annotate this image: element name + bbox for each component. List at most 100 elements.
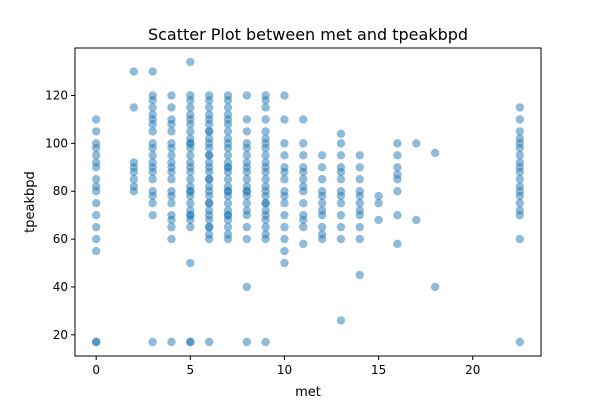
scatter-point [317, 206, 327, 215]
scatter-point [299, 151, 308, 160]
scatter-point [280, 258, 289, 268]
scatter-point [204, 103, 214, 112]
scatter-point [223, 134, 233, 143]
y-axis: 20 40 60 80 100 120 [45, 89, 75, 342]
y-tick-label: 60 [53, 232, 68, 246]
scatter-point [261, 103, 270, 112]
scatter-point [336, 199, 346, 208]
scatter-point [280, 175, 289, 184]
y-tick-label: 20 [53, 328, 68, 342]
scatter-point [223, 175, 233, 184]
scatter-point [261, 222, 270, 232]
scatter-point [204, 151, 214, 160]
scatter-point [129, 67, 139, 76]
scatter-point [129, 182, 139, 191]
scatter-point [280, 199, 289, 208]
scatter-point [186, 187, 195, 196]
scatter-point [186, 337, 195, 347]
scatter-point [167, 337, 176, 347]
scatter-point [186, 127, 195, 136]
x-axis: 0 5 10 15 20 [92, 356, 480, 377]
plot-frame [74, 47, 542, 357]
scatter-point [336, 234, 346, 244]
scatter-point [204, 127, 214, 136]
scatter-point [515, 337, 525, 347]
scatter-point [91, 151, 101, 160]
scatter-point [393, 187, 402, 196]
scatter-point [223, 110, 233, 119]
scatter-point [242, 91, 252, 100]
y-tick-label: 100 [45, 136, 68, 150]
scatter-point [186, 175, 195, 184]
scatter-point [186, 91, 195, 100]
scatter-point [242, 187, 252, 196]
scatter-point [186, 139, 195, 148]
scatter-point [204, 206, 214, 215]
scatter-point [261, 230, 270, 239]
scatter-point [515, 127, 525, 136]
scatter-point [393, 210, 402, 220]
scatter-point [91, 127, 101, 136]
scatter-point [374, 199, 383, 208]
scatter-point [515, 234, 525, 244]
scatter-point [261, 127, 270, 136]
scatter-point [148, 67, 157, 76]
scatter-point [515, 182, 525, 191]
scatter-point [355, 163, 364, 172]
scatter-point [204, 222, 214, 232]
scatter-point [242, 282, 252, 292]
scatter-point [280, 210, 289, 220]
scatter-point [261, 199, 270, 208]
scatter-point [355, 151, 364, 160]
scatter-point [223, 210, 233, 220]
scatter-point [186, 151, 195, 160]
scatter-point [204, 134, 214, 143]
scatter-point [204, 158, 214, 167]
scatter-point [167, 175, 176, 184]
scatter-point [515, 103, 525, 112]
scatter-point [91, 115, 101, 124]
scatter-point [204, 182, 214, 191]
scatter-point [148, 127, 157, 136]
scatter-point [242, 115, 252, 124]
scatter-point [204, 199, 214, 208]
scatter-point [167, 234, 176, 244]
scatter-point [204, 230, 214, 239]
scatter-point [204, 175, 214, 184]
scatter-point [91, 246, 101, 256]
scatter-point [91, 158, 101, 167]
scatter-point [148, 91, 157, 100]
scatter-point [167, 187, 176, 196]
scatter-point [355, 222, 364, 232]
x-tick-label: 0 [92, 363, 100, 377]
scatter-point [515, 134, 525, 143]
scatter-point [317, 199, 327, 208]
scatter-point [223, 163, 233, 172]
scatter-point [91, 210, 101, 220]
scatter-point [374, 215, 383, 225]
scatter-point [148, 187, 157, 196]
chart-title: Scatter Plot between met and tpeakbpd [148, 25, 468, 44]
scatter-point [167, 139, 176, 148]
y-tick-label: 40 [53, 280, 68, 294]
scatter-point [148, 158, 157, 167]
scatter-point [515, 115, 525, 124]
scatter-point [412, 139, 421, 148]
scatter-point [148, 199, 157, 208]
scatter-point [223, 199, 233, 208]
scatter-point [299, 199, 308, 208]
scatter-point [515, 158, 525, 167]
scatter-point [261, 337, 270, 347]
scatter-point [167, 127, 176, 136]
x-tick-label: 5 [187, 363, 195, 377]
scatter-point [317, 163, 327, 172]
scatter-point [336, 187, 346, 196]
scatter-point [280, 222, 289, 232]
scatter-point [261, 91, 270, 100]
scatter-point [412, 215, 421, 225]
scatter-point [261, 182, 270, 191]
scatter-point [91, 175, 101, 184]
scatter-point [355, 270, 364, 280]
scatter-point [317, 175, 327, 184]
scatter-point [148, 337, 157, 347]
